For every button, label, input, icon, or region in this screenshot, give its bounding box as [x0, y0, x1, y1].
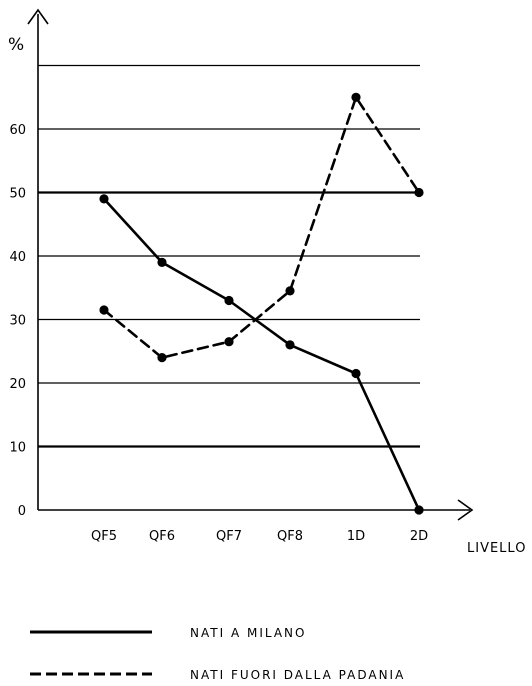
y-axis-label: %: [8, 35, 24, 55]
axes: [27, 8, 474, 521]
data-point: [351, 368, 361, 379]
x-tick-label: QF8: [277, 529, 303, 544]
x-axis-arrow: [457, 499, 474, 521]
x-tick-label: QF7: [216, 529, 242, 544]
x-tick-label: 2D: [410, 529, 428, 544]
data-point: [285, 340, 295, 350]
y-tick-label: 10: [9, 441, 26, 456]
y-tick-label: 40: [9, 250, 26, 265]
data-point: [351, 92, 361, 102]
data-point: [224, 337, 234, 347]
series-line-1: [102, 197, 421, 512]
data-point: [224, 295, 234, 306]
x-tick-labels: QF5 QF6 QF7 QF8 1D 2D: [91, 529, 428, 544]
series-line-2: [102, 96, 421, 359]
data-point: [157, 353, 167, 363]
y-tick-label: 0: [18, 504, 26, 519]
legend-label-2: NATI FUORI DALLA PADANIA: [190, 668, 405, 682]
data-point: [99, 305, 109, 315]
x-axis-label: LIVELLO: [467, 541, 526, 556]
data-point: [157, 257, 167, 267]
grid-lines: [38, 64, 420, 448]
series-lines: [102, 96, 421, 512]
y-tick-label: 60: [9, 123, 26, 138]
y-tick-label: 50: [9, 187, 26, 202]
y-tick-label: 20: [9, 377, 26, 392]
data-point: [414, 505, 424, 515]
y-tick-labels: 0 10 20 30 40 50 60: [9, 123, 26, 519]
series-points: [99, 92, 424, 515]
x-tick-label: QF5: [91, 529, 117, 544]
legend: NATI A MILANO NATI FUORI DALLA PADANIA: [30, 626, 405, 682]
x-tick-label: 1D: [347, 529, 365, 544]
data-point: [99, 194, 109, 204]
x-tick-label: QF6: [149, 529, 175, 544]
legend-label-1: NATI A MILANO: [190, 626, 306, 640]
y-axis-arrow: [27, 8, 49, 25]
data-point: [285, 286, 295, 296]
data-point: [414, 187, 424, 198]
y-tick-label: 30: [9, 314, 26, 329]
